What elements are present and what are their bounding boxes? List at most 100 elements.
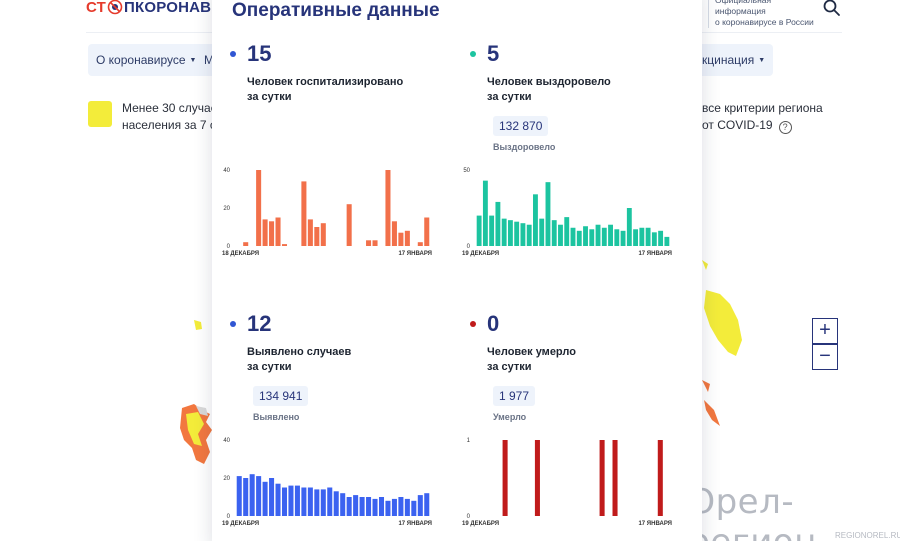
chart-bar xyxy=(545,182,551,246)
chart-bar xyxy=(333,491,339,516)
nav-label: кцинация xyxy=(702,53,755,67)
map-region-islet xyxy=(194,320,202,330)
chart-bar xyxy=(275,217,281,246)
chart-bar xyxy=(327,487,333,516)
chart-bar xyxy=(391,498,397,516)
stat-dot xyxy=(230,51,236,57)
chart-svg: 0 1 19 ДЕКАБРЯ 17 ЯНВАРЯ xyxy=(462,438,672,527)
nav-label: О коронавирусе xyxy=(96,53,186,67)
chart-hospitalized: 0 20 40 18 ДЕКАБРЯ 17 ЯНВАРЯ xyxy=(212,164,442,264)
desc-line1: Выявлено случаев xyxy=(247,346,352,358)
y-tick-label: 50 xyxy=(463,168,470,174)
desc-line2: за сутки xyxy=(487,361,532,373)
chart-bar xyxy=(269,478,275,516)
chart-bar xyxy=(314,489,320,516)
chart-bar xyxy=(256,170,262,246)
legend-right-line1: все критерии региона xyxy=(702,101,823,115)
chart-bar xyxy=(243,478,249,516)
x-end-label: 17 ЯНВАРЯ xyxy=(638,251,672,257)
chart-bar xyxy=(417,242,423,246)
watermark-url: REGIONOREL.RU xyxy=(835,531,900,540)
chart-bar xyxy=(639,227,645,246)
nav-vaccination[interactable]: кцинация ▼ xyxy=(690,44,774,76)
chart-bar xyxy=(564,217,570,246)
chart-bar xyxy=(404,230,410,246)
desc-line2: за сутки xyxy=(247,91,292,103)
nav-label: М xyxy=(204,53,214,67)
x-start-label: 19 ДЕКАБРЯ xyxy=(222,521,259,527)
search-button[interactable] xyxy=(822,0,842,18)
chart-bar xyxy=(526,224,532,246)
chart-bar xyxy=(539,218,545,246)
watermark-text: Орел-регион xyxy=(688,482,816,541)
zoom-out-button[interactable]: − xyxy=(812,344,838,370)
map-region-east[interactable] xyxy=(700,260,750,440)
chart-deaths: 0 1 19 ДЕКАБРЯ 17 ЯНВАРЯ xyxy=(452,434,682,534)
y-tick-label: 0 xyxy=(227,514,231,520)
chart-bar xyxy=(482,180,488,246)
chart-bar xyxy=(320,489,326,516)
nav-about-coronavirus[interactable]: О коронавирусе ▼ xyxy=(88,44,205,76)
y-tick-label: 40 xyxy=(223,438,230,444)
chevron-down-icon: ▼ xyxy=(758,56,766,64)
chart-bar xyxy=(275,483,281,516)
chart-bar xyxy=(558,224,563,246)
chart-bar xyxy=(583,226,588,246)
chart-bar xyxy=(507,220,513,246)
stat-value: 0 xyxy=(470,311,499,337)
x-start-label: 19 ДЕКАБРЯ xyxy=(462,521,499,527)
official-info-line1: Официальная информация xyxy=(715,0,772,16)
modal-title: Оперативные данные xyxy=(232,0,440,21)
chart-bar xyxy=(366,497,372,516)
chart-bar xyxy=(288,485,294,516)
total-label: Выздоровело xyxy=(493,142,556,152)
chart-bar xyxy=(608,224,613,246)
total-value: 132 870 xyxy=(493,116,549,136)
chart-bar xyxy=(281,487,288,516)
virus-stop-icon xyxy=(107,0,123,15)
legend-line1: Менее 30 случаев xyxy=(122,101,214,115)
chart-bar xyxy=(281,244,288,246)
x-end-label: 17 ЯНВАРЯ xyxy=(398,251,432,257)
chart-bar xyxy=(417,495,423,516)
watermark: Орел-регион xyxy=(648,482,900,541)
chart-bar xyxy=(626,208,632,246)
chart-svg: 0 20 40 18 ДЕКАБРЯ 17 ЯНВАРЯ xyxy=(222,168,432,257)
stat-description: Человек госпитализировано за сутки xyxy=(247,75,437,105)
desc-line2: за сутки xyxy=(487,91,532,103)
x-end-label: 17 ЯНВАРЯ xyxy=(398,521,432,527)
desc-line1: Человек выздоровело xyxy=(487,76,611,88)
legend-color-yellow xyxy=(88,101,112,127)
chart-bar xyxy=(570,227,576,246)
stat-description: Выявлено случаев за сутки xyxy=(247,345,437,375)
chart-bar xyxy=(340,493,346,516)
chart-cases: 0 20 40 19 ДЕКАБРЯ 17 ЯНВАРЯ xyxy=(212,434,442,534)
site-logo[interactable]: СТ ПКОРОНАВИ xyxy=(86,0,222,18)
map-region-west[interactable] xyxy=(176,400,216,470)
chart-bar xyxy=(307,487,313,516)
chart-bar xyxy=(589,229,595,246)
x-end-label: 17 ЯНВАРЯ xyxy=(638,521,672,527)
chart-bar xyxy=(633,229,639,246)
help-icon[interactable]: ? xyxy=(778,121,792,134)
chart-bar xyxy=(620,230,626,246)
legend-right-line2-text: от COVID-19 xyxy=(702,118,773,132)
stat-deaths: 0 Человек умерло за сутки 1 977 Умерло 0… xyxy=(452,311,682,541)
stat-number: 15 xyxy=(247,41,272,66)
total-value: 134 941 xyxy=(253,386,309,406)
chart-bar xyxy=(514,221,520,246)
zoom-in-button[interactable]: + xyxy=(812,318,838,344)
x-start-label: 19 ДЕКАБРЯ xyxy=(462,251,499,257)
official-info-link[interactable]: Официальная информация о коронавирусе в … xyxy=(708,0,818,28)
search-icon xyxy=(823,0,840,16)
chart-bar xyxy=(346,497,352,516)
stat-dot xyxy=(470,321,476,327)
chart-bar xyxy=(645,227,651,246)
chart-bar xyxy=(301,181,307,246)
stat-hospitalized: 15 Человек госпитализировано за сутки 0 2… xyxy=(212,41,442,281)
chart-bar xyxy=(424,493,430,516)
y-tick-label: 40 xyxy=(223,168,230,174)
chart-bar xyxy=(657,440,663,516)
desc-line2: за сутки xyxy=(247,361,292,373)
stat-cases: 12 Выявлено случаев за сутки 134 941 Выя… xyxy=(212,311,442,541)
